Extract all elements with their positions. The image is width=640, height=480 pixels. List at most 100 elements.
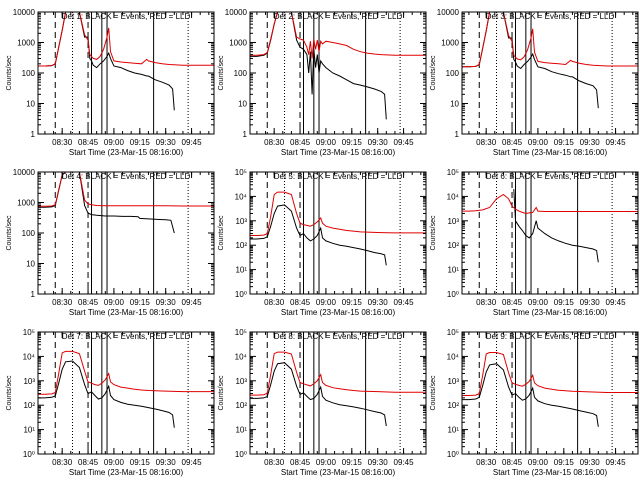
panel-title: Det 9: BLACK = Events, RED = LLD [486,332,615,341]
panel-title: Det 3: BLACK = Events, RED = LLD [486,12,615,21]
x-tick-label: 09:00 [104,138,125,147]
y-tick-label: 10⁴ [447,352,460,361]
x-tick-label: 09:00 [528,458,549,467]
x-tick-label: 09:30 [580,458,601,467]
series-events-line [250,362,387,427]
y-tick-label: 10⁵ [235,328,247,337]
x-tick-label: 09:30 [368,458,389,467]
panel-title: Det 5: BLACK = Events, RED = LLD [274,172,403,181]
x-tick-label: 09:45 [606,138,627,147]
x-tick-label: 09:00 [104,458,125,467]
y-tick-label: 10⁰ [23,450,35,459]
y-tick-label: 10¹ [235,426,247,435]
x-tick-label: 08:30 [476,138,497,147]
x-tick-label: 08:45 [290,298,311,307]
x-tick-label: 09:15 [130,298,151,307]
x-axis-label: Start Time (23-Mar-15 08:16:00) [69,148,184,157]
x-tick-label: 08:45 [78,138,99,147]
x-axis-label: Start Time (23-Mar-15 08:16:00) [281,468,396,477]
y-tick-label: 10⁵ [447,168,459,177]
plot-frame [461,171,639,295]
y-axis-label: Counts/sec [430,55,437,91]
x-tick-label: 08:30 [264,298,285,307]
panel-title: Det 8: BLACK = Events, RED = LLD [274,332,403,341]
panel-title: Det 6: BLACK = Events, RED = LLD [486,172,615,181]
x-tick-label: 09:45 [394,458,415,467]
plot-frame [461,11,639,135]
y-tick-label: 10⁴ [23,352,36,361]
x-tick-label: 08:30 [264,138,285,147]
y-axis-label: Counts/sec [218,375,225,411]
y-axis-label: Counts/sec [6,215,13,251]
x-tick-label: 08:30 [264,458,285,467]
x-tick-label: 09:15 [342,138,363,147]
plot-frame [249,171,427,295]
y-tick-label: 10¹ [235,266,247,275]
x-axis-label: Start Time (23-Mar-15 08:16:00) [69,468,184,477]
plot-frame [37,11,215,135]
y-tick-label: 10⁰ [447,450,459,459]
y-tick-label: 10000 [13,8,36,17]
y-tick-label: 10⁵ [23,328,35,337]
y-tick-label: 10¹ [23,426,35,435]
y-tick-label: 10⁴ [447,192,460,201]
y-axis-label: Counts/sec [6,375,13,411]
x-tick-label: 08:30 [476,298,497,307]
plot-frame [249,11,427,135]
y-tick-label: 1000 [17,199,35,208]
x-tick-label: 09:15 [554,458,575,467]
x-tick-label: 09:15 [130,138,151,147]
series-lld-line [250,191,426,236]
y-tick-label: 100 [22,229,36,238]
series-events-line [250,204,387,266]
y-tick-label: 1000 [229,39,247,48]
x-tick-label: 09:00 [316,298,337,307]
series-lld-line [38,172,214,207]
y-tick-label: 1000 [17,39,35,48]
y-tick-label: 1 [31,130,36,139]
series-events-line [513,189,599,263]
y-tick-label: 10000 [13,168,36,177]
y-tick-label: 10¹ [447,426,459,435]
y-axis-label: Counts/sec [430,375,437,411]
y-tick-label: 10⁵ [235,168,247,177]
x-tick-label: 09:45 [182,458,203,467]
y-tick-label: 10³ [235,377,247,386]
x-tick-label: 09:00 [528,138,549,147]
x-tick-label: 08:30 [476,458,497,467]
y-tick-label: 10⁰ [235,450,247,459]
x-tick-label: 09:30 [368,138,389,147]
y-axis-label: Counts/sec [430,215,437,251]
x-tick-label: 09:15 [554,298,575,307]
x-tick-label: 09:45 [606,458,627,467]
y-tick-label: 1 [243,130,248,139]
x-tick-label: 08:30 [52,138,73,147]
x-tick-label: 09:00 [104,298,125,307]
x-tick-label: 08:45 [78,458,99,467]
panel-det-4: 1 10 100 1000 10000 08:30 08:45 09:00 09:15 09:30… [6,168,215,317]
panel-title: Det 4: BLACK = Events, RED = LLD [62,172,191,181]
x-tick-label: 09:45 [394,138,415,147]
y-axis-label: Counts/sec [218,55,225,91]
panel-det-7: 10⁰ 10¹ 10² 10³ 10⁴ 10⁵ 08:30 08:45 09:00 09:15 09… [6,328,215,477]
y-tick-label: 10 [26,100,35,109]
x-tick-label: 09:15 [342,298,363,307]
x-axis-label: Start Time (23-Mar-15 08:16:00) [493,308,608,317]
panel-title: Det 7: BLACK = Events, RED = LLD [62,332,191,341]
plot-frame [37,331,215,455]
x-tick-label: 09:00 [316,458,337,467]
y-tick-label: 10⁴ [235,352,248,361]
x-tick-label: 09:15 [554,138,575,147]
y-tick-label: 10² [235,241,247,250]
y-tick-label: 1 [455,130,460,139]
y-tick-label: 100 [446,69,460,78]
x-tick-label: 09:30 [368,298,389,307]
x-tick-label: 08:45 [290,458,311,467]
y-tick-label: 10 [238,100,247,109]
y-tick-label: 100 [22,69,36,78]
x-tick-label: 09:45 [606,298,627,307]
x-tick-label: 08:45 [502,458,523,467]
y-tick-label: 10000 [225,8,248,17]
x-tick-label: 09:15 [342,458,363,467]
